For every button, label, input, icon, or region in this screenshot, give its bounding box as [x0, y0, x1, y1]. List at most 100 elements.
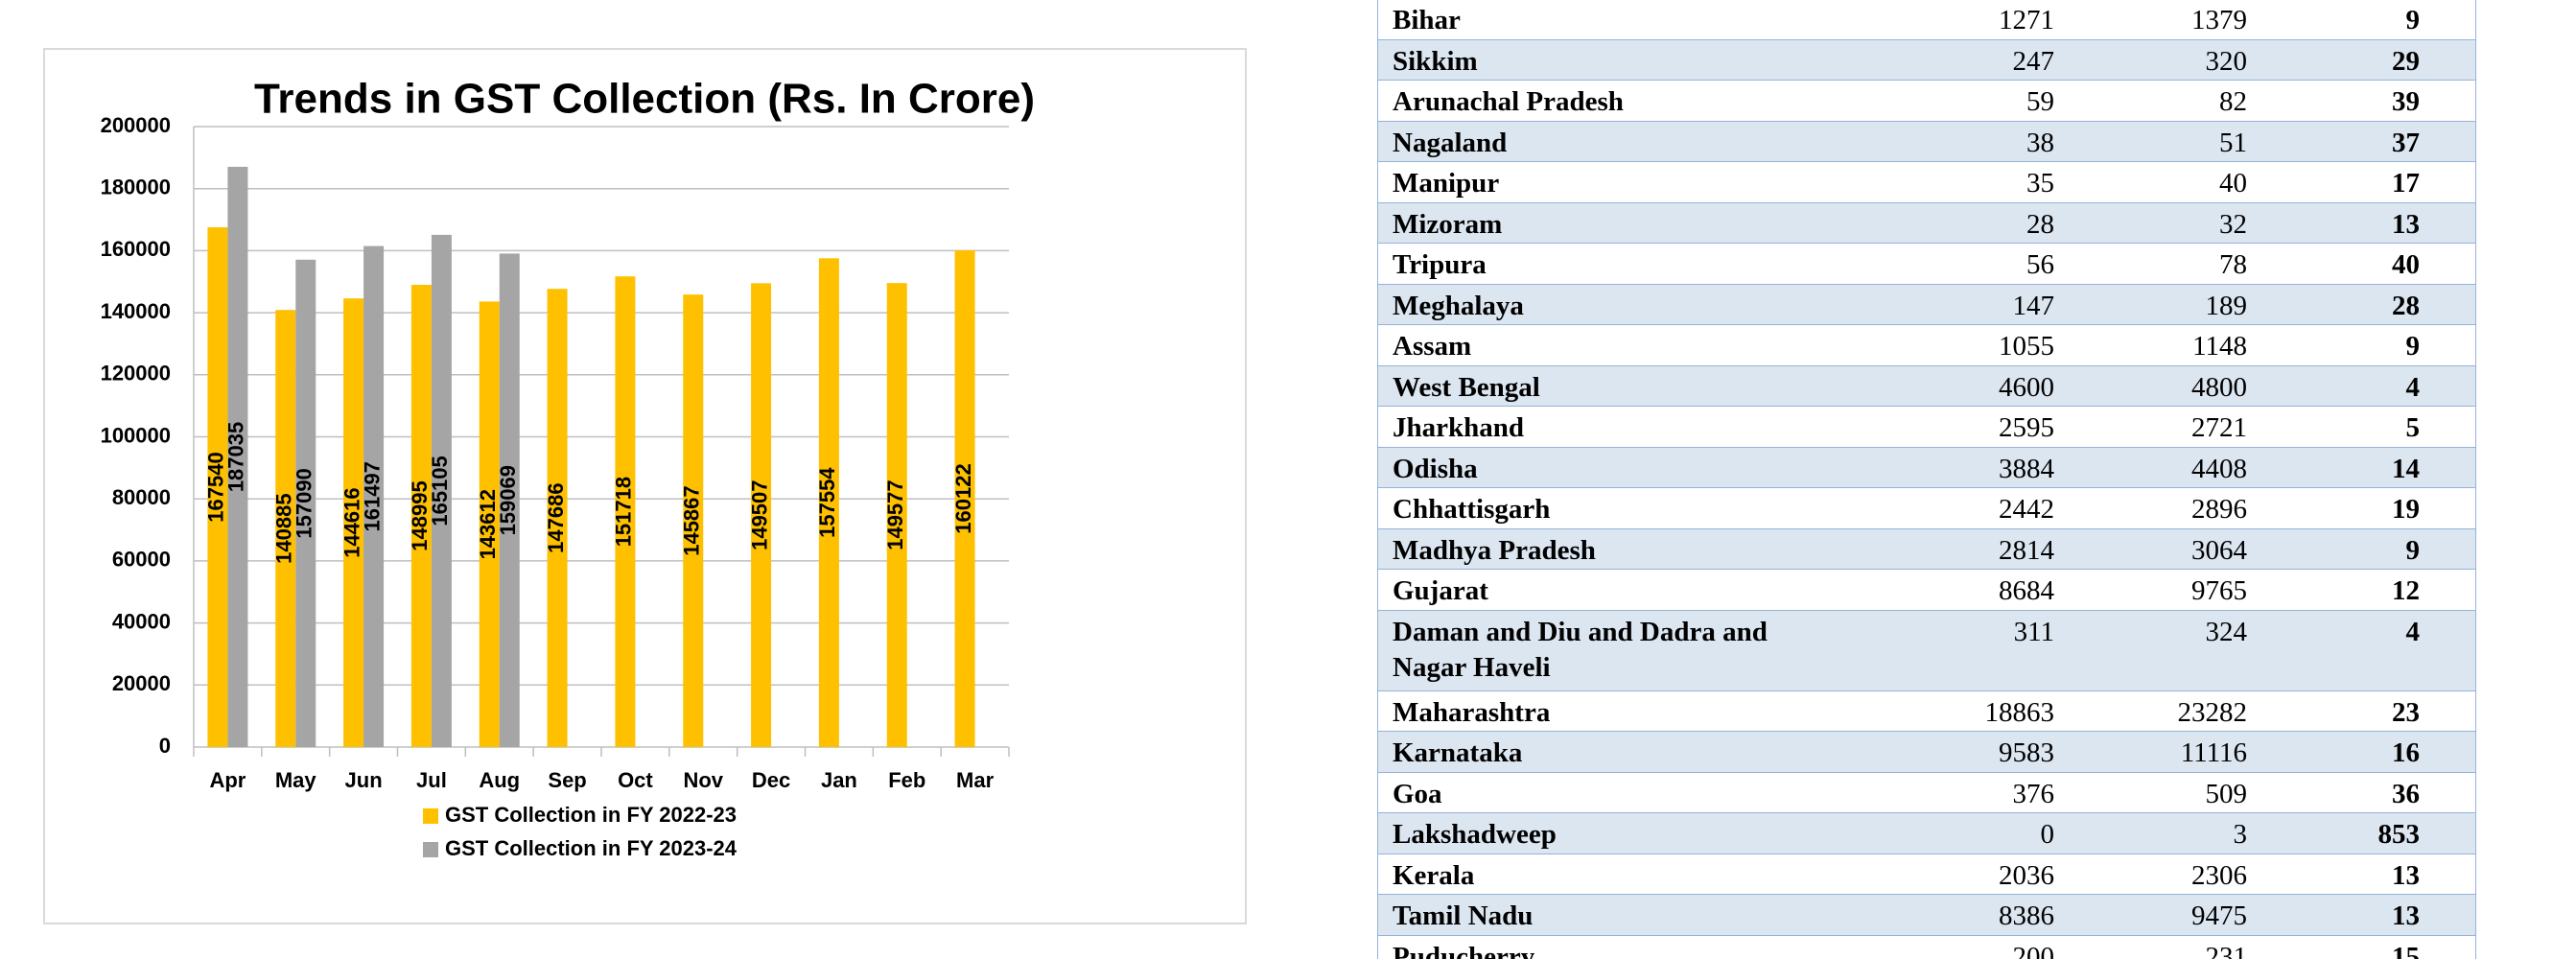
y-tick-label: 180000: [101, 175, 171, 199]
table-row: Tripura 56 78 40: [1377, 244, 2476, 285]
state-name: West Bengal: [1393, 371, 1540, 403]
table-cell: 4: [2405, 616, 2421, 647]
bar: [886, 283, 907, 747]
table-row: West Bengal 4600 4800 4: [1377, 365, 2476, 407]
value-label: 148995: [408, 480, 432, 550]
table-cell: 18863: [1984, 696, 2055, 728]
table-cell: 0: [2040, 819, 2055, 850]
table-row: Nagaland 38 51 37: [1377, 121, 2476, 162]
table-cell: 23: [2392, 696, 2420, 728]
table-cell: 4600: [1999, 371, 2054, 403]
x-tick-label: Jan: [821, 768, 857, 792]
table-row: Daman and Diu and Dadra and Nagar Haveli…: [1377, 610, 2476, 691]
table-cell: 12: [2392, 575, 2420, 606]
y-tick-label: 20000: [112, 671, 171, 695]
table-row: Puducherry 200 231 15: [1377, 935, 2476, 959]
bar: [818, 258, 839, 747]
table-cell: 32: [2219, 208, 2247, 240]
table-cell: 11116: [2180, 737, 2247, 768]
table-cell: 320: [2205, 45, 2248, 77]
y-tick-label: 80000: [112, 485, 171, 509]
table-row: Tamil Nadu 8386 9475 13: [1377, 895, 2476, 936]
table-cell: 39: [2392, 86, 2420, 117]
table-cell: 4: [2405, 371, 2421, 403]
table-cell: 28: [2026, 208, 2054, 240]
table-cell: 35: [2026, 168, 2054, 199]
y-tick-label: 100000: [101, 423, 171, 447]
state-name: Bihar: [1393, 5, 1461, 35]
value-label: 144616: [340, 487, 363, 557]
table-row: Manipur 35 40 17: [1377, 162, 2476, 203]
value-label: 157090: [293, 468, 316, 538]
table-cell: 5: [2405, 412, 2421, 443]
bar: [275, 310, 296, 747]
value-label: 165105: [428, 456, 452, 526]
table-row: Lakshadweep 0 3 853: [1377, 813, 2476, 854]
bar: [431, 234, 452, 748]
y-tick-label: 40000: [112, 609, 171, 633]
table-cell: 36: [2392, 778, 2420, 809]
x-tick-label: Apr: [209, 768, 246, 792]
value-label: 160122: [951, 463, 975, 533]
state-name: Chhattisgarh: [1393, 494, 1551, 525]
table-cell: 2721: [2191, 412, 2247, 443]
state-name: Meghalaya: [1393, 290, 1524, 321]
table-cell: 1148: [2192, 331, 2247, 362]
y-tick-label: 200000: [101, 113, 171, 137]
table-cell: 9583: [1999, 737, 2054, 768]
table-row: Karnataka 9583 11116 16: [1377, 732, 2476, 773]
state-name: Kerala: [1393, 859, 1475, 891]
bar: [479, 301, 500, 747]
table-cell: 2306: [2191, 859, 2247, 891]
table-cell: 1271: [1999, 5, 2054, 35]
table-cell: 9: [2405, 5, 2421, 35]
value-label: 159069: [496, 465, 520, 535]
value-label: 161497: [360, 461, 384, 531]
bar: [227, 166, 248, 747]
value-label: 187035: [224, 422, 248, 492]
table-cell: 9765: [2191, 575, 2247, 606]
table-cell: 311: [2013, 616, 2054, 647]
table-cell: 8684: [1999, 575, 2054, 606]
legend-swatch: [423, 808, 438, 824]
table-cell: 147: [2012, 290, 2055, 321]
x-tick-label: Jul: [416, 768, 447, 792]
legend-swatch: [423, 842, 438, 857]
table-cell: 38: [2026, 127, 2054, 158]
table-row: Mizoram 28 32 13: [1377, 202, 2476, 244]
value-label: 157554: [815, 467, 839, 538]
table-cell: 13: [2392, 859, 2420, 891]
state-name: Tamil Nadu: [1393, 901, 1534, 931]
table-row: Madhya Pradesh 2814 3064 9: [1377, 528, 2476, 570]
value-label: 145867: [680, 485, 704, 555]
table-row: Jharkhand 2595 2721 5: [1377, 407, 2476, 448]
bar: [363, 246, 385, 747]
table-cell: 78: [2219, 249, 2247, 280]
state-name: Assam: [1393, 331, 1472, 362]
bar: [499, 253, 520, 748]
x-tick-label: Dec: [752, 768, 790, 792]
y-tick-label: 60000: [112, 548, 171, 572]
table-cell: 509: [2205, 778, 2248, 809]
table-row: Maharashtra 18863 23282 23: [1377, 690, 2476, 732]
table-cell: 3884: [1999, 453, 2054, 484]
state-name: Daman and Diu and Dadra and Nagar Haveli: [1393, 616, 1768, 683]
bar: [751, 283, 772, 747]
table-cell: 9475: [2191, 901, 2247, 931]
table: Bihar 1271 1379 9 Sikkim 247 320 29 Arunachal Pr…: [1377, 0, 2476, 959]
table-cell: 9: [2405, 331, 2421, 362]
table-row: Arunachal Pradesh 59 82 39: [1377, 81, 2476, 122]
chart: Trends in GST Collection (Rs. In Crore) …: [43, 48, 1247, 924]
table-cell: 2896: [2191, 494, 2247, 525]
state-name: Mizoram: [1393, 208, 1503, 240]
table-row: Assam 1055 1148 9: [1377, 325, 2476, 366]
table-cell: 28: [2392, 290, 2420, 321]
state-name: Puducherry: [1393, 941, 1535, 959]
table-cell: 37: [2392, 127, 2420, 158]
x-tick-label: Feb: [888, 768, 925, 792]
table-cell: 1055: [1999, 331, 2054, 362]
table-cell: 1379: [2191, 5, 2247, 35]
table-cell: 853: [2377, 819, 2421, 850]
state-name: Jharkhand: [1393, 412, 1525, 443]
